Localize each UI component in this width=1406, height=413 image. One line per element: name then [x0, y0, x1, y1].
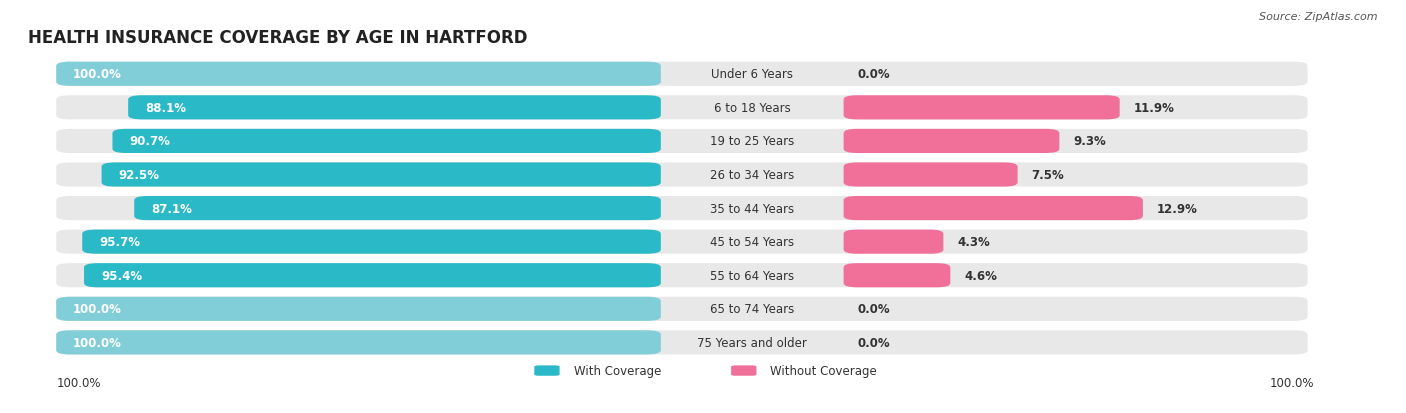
Text: 4.3%: 4.3%: [957, 235, 990, 249]
Text: 65 to 74 Years: 65 to 74 Years: [710, 303, 794, 316]
FancyBboxPatch shape: [84, 263, 661, 287]
Text: 45 to 54 Years: 45 to 54 Years: [710, 235, 794, 249]
FancyBboxPatch shape: [56, 62, 661, 87]
Text: 4.6%: 4.6%: [965, 269, 997, 282]
Text: 0.0%: 0.0%: [858, 68, 890, 81]
FancyBboxPatch shape: [56, 330, 1308, 355]
FancyBboxPatch shape: [56, 130, 1308, 154]
Text: 87.1%: 87.1%: [150, 202, 193, 215]
FancyBboxPatch shape: [101, 163, 661, 187]
FancyBboxPatch shape: [56, 96, 1308, 120]
FancyBboxPatch shape: [844, 197, 1143, 221]
Text: 0.0%: 0.0%: [858, 336, 890, 349]
Text: 100.0%: 100.0%: [73, 336, 122, 349]
Text: 92.5%: 92.5%: [118, 169, 159, 182]
FancyBboxPatch shape: [112, 130, 661, 154]
FancyBboxPatch shape: [844, 163, 1018, 187]
FancyBboxPatch shape: [56, 230, 1308, 254]
FancyBboxPatch shape: [56, 197, 1308, 221]
Text: 7.5%: 7.5%: [1032, 169, 1064, 182]
Text: HEALTH INSURANCE COVERAGE BY AGE IN HARTFORD: HEALTH INSURANCE COVERAGE BY AGE IN HART…: [28, 29, 527, 47]
Text: 9.3%: 9.3%: [1073, 135, 1107, 148]
Text: 100.0%: 100.0%: [73, 303, 122, 316]
Text: 88.1%: 88.1%: [145, 102, 186, 114]
Text: 95.7%: 95.7%: [98, 235, 141, 249]
FancyBboxPatch shape: [56, 330, 661, 355]
Text: 26 to 34 Years: 26 to 34 Years: [710, 169, 794, 182]
Text: 0.0%: 0.0%: [858, 303, 890, 316]
FancyBboxPatch shape: [56, 297, 661, 321]
FancyBboxPatch shape: [731, 366, 756, 376]
Text: 35 to 44 Years: 35 to 44 Years: [710, 202, 794, 215]
Text: 6 to 18 Years: 6 to 18 Years: [714, 102, 790, 114]
FancyBboxPatch shape: [56, 62, 1308, 87]
Text: Under 6 Years: Under 6 Years: [711, 68, 793, 81]
FancyBboxPatch shape: [128, 96, 661, 120]
Text: 90.7%: 90.7%: [129, 135, 170, 148]
Text: 12.9%: 12.9%: [1157, 202, 1198, 215]
Text: 19 to 25 Years: 19 to 25 Years: [710, 135, 794, 148]
FancyBboxPatch shape: [844, 230, 943, 254]
FancyBboxPatch shape: [56, 163, 1308, 187]
Text: Source: ZipAtlas.com: Source: ZipAtlas.com: [1260, 12, 1378, 22]
Text: 100.0%: 100.0%: [73, 68, 122, 81]
Text: 100.0%: 100.0%: [56, 376, 101, 389]
FancyBboxPatch shape: [134, 197, 661, 221]
FancyBboxPatch shape: [534, 366, 560, 376]
Text: With Coverage: With Coverage: [574, 364, 661, 377]
FancyBboxPatch shape: [844, 96, 1119, 120]
Text: 55 to 64 Years: 55 to 64 Years: [710, 269, 794, 282]
Text: 100.0%: 100.0%: [1270, 376, 1315, 389]
FancyBboxPatch shape: [56, 263, 1308, 287]
Text: 75 Years and older: 75 Years and older: [697, 336, 807, 349]
Text: 95.4%: 95.4%: [101, 269, 142, 282]
FancyBboxPatch shape: [82, 230, 661, 254]
Text: Without Coverage: Without Coverage: [770, 364, 877, 377]
FancyBboxPatch shape: [56, 297, 1308, 321]
Text: 11.9%: 11.9%: [1133, 102, 1174, 114]
FancyBboxPatch shape: [844, 130, 1059, 154]
FancyBboxPatch shape: [844, 263, 950, 287]
